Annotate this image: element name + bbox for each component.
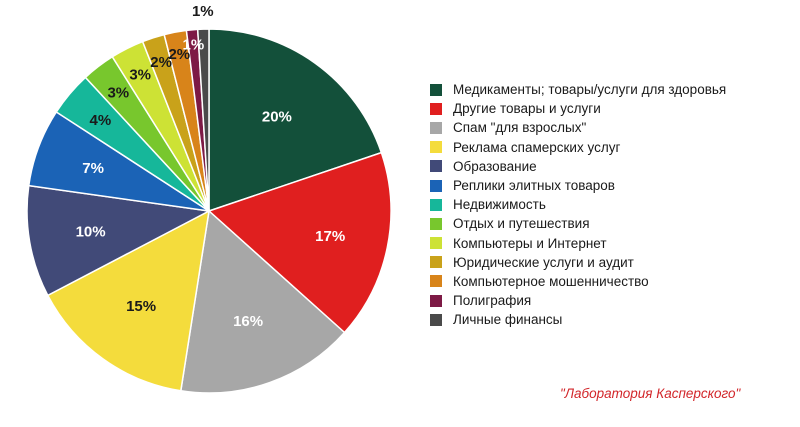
legend-swatch	[430, 313, 442, 326]
legend-label: Спам "для взрослых"	[453, 120, 587, 136]
legend-item: Недвижимость	[430, 195, 790, 214]
slice-label: 3%	[129, 67, 151, 84]
slice-label: 10%	[76, 224, 106, 241]
legend-swatch	[430, 141, 442, 154]
legend-item: Медикаменты; товары/услуги для здоровья	[430, 80, 790, 99]
slice-label: 15%	[126, 298, 156, 315]
legend-label: Компьютерное мошенничество	[453, 273, 649, 289]
legend-label: Образование	[453, 158, 537, 174]
pie-slice	[208, 28, 383, 213]
legend-swatch	[430, 237, 442, 250]
slice-label: 3%	[107, 85, 129, 102]
slice-label: 4%	[90, 112, 112, 129]
slice-label: 1%	[183, 37, 205, 54]
legend-swatch	[430, 179, 442, 192]
source-caption: "Лаборатория Касперского"	[560, 386, 741, 401]
slice-label: 16%	[233, 313, 263, 330]
legend-item: Отдых и путешествия	[430, 214, 790, 233]
legend-swatch	[430, 256, 442, 269]
legend-label: Юридические услуги и аудит	[453, 254, 634, 270]
legend-swatch	[430, 217, 442, 230]
legend-swatch	[430, 160, 442, 173]
slice-label: 1%	[192, 3, 214, 20]
slice-label: 20%	[262, 109, 292, 126]
legend-item: Полиграфия	[430, 291, 790, 310]
pie-slice	[46, 209, 210, 392]
legend-item: Компьютерное мошенничество	[430, 272, 790, 291]
legend-label: Компьютеры и Интернет	[453, 235, 607, 251]
legend-item: Другие товары и услуги	[430, 99, 790, 118]
legend-item: Компьютеры и Интернет	[430, 234, 790, 253]
legend-swatch	[430, 102, 442, 115]
legend-label: Недвижимость	[453, 197, 546, 213]
legend-item: Личные финансы	[430, 310, 790, 329]
slice-label: 17%	[315, 228, 345, 245]
legend-label: Личные финансы	[453, 312, 563, 328]
pie-slice	[26, 184, 212, 297]
pie-slice	[196, 28, 210, 212]
legend-item: Спам "для взрослых"	[430, 118, 790, 137]
slice-label: 2%	[150, 54, 172, 71]
legend-swatch	[430, 294, 442, 307]
legend-label: Отдых и путешествия	[453, 216, 590, 232]
slice-label: 7%	[82, 160, 104, 177]
chart-legend: Медикаменты; товары/услуги для здоровья Д…	[430, 80, 790, 329]
legend-label: Полиграфия	[453, 293, 532, 309]
legend-item: Реклама спамерских услуг	[430, 138, 790, 157]
pie-slice	[179, 209, 346, 394]
legend-item: Юридические услуги и аудит	[430, 253, 790, 272]
legend-item: Реплики элитных товаров	[430, 176, 790, 195]
legend-swatch	[430, 121, 442, 134]
legend-swatch	[430, 275, 442, 288]
legend-swatch	[430, 83, 442, 96]
legend-label: Другие товары и услуги	[453, 101, 601, 117]
legend-label: Реплики элитных товаров	[453, 178, 615, 194]
slice-label: 2%	[168, 46, 190, 63]
legend-label: Медикаменты; товары/услуги для здоровья	[453, 82, 727, 98]
pie-slice	[207, 151, 392, 334]
legend-label: Реклама спамерских услуг	[453, 139, 621, 155]
legend-item: Образование	[430, 157, 790, 176]
legend-swatch	[430, 198, 442, 211]
